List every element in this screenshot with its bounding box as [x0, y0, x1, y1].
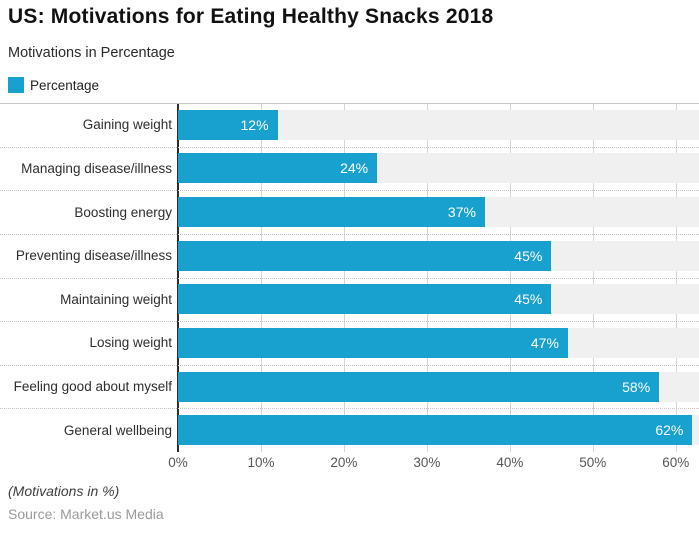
category-label-maintaining-weight: Maintaining weight [60, 291, 172, 307]
bar-managing-disease-illness: 24% [178, 153, 378, 184]
bar-general-wellbeing: 62% [178, 415, 693, 446]
bar-boosting-energy: 37% [178, 197, 485, 228]
row-separator [0, 190, 699, 192]
row-separator [0, 146, 699, 148]
row-separator [0, 364, 699, 366]
bar-gaining-weight: 12% [178, 109, 278, 140]
category-labels-column: Gaining weight Managing disease/illness Bo… [0, 103, 172, 452]
row-separator [0, 408, 699, 410]
category-label-general-wellbeing: General wellbeing [63, 422, 172, 438]
plot-top-border [0, 103, 699, 104]
bar-value-label: 45% [514, 291, 543, 308]
chart-title: US: Motivations for Eating Healthy Snack… [8, 5, 494, 28]
bar-value-label: 58% [622, 378, 651, 395]
bar-feeling-good-about-myself: 58% [178, 371, 660, 402]
category-label-gaining-weight: Gaining weight [82, 117, 172, 133]
row-separator [0, 233, 699, 235]
bar-preventing-disease-illness: 45% [178, 240, 552, 271]
x-tick-label: 50% [579, 455, 607, 470]
x-axis-labels: 0% 10% 20% 30% 40% 50% 60% [0, 452, 699, 472]
plot-area: 12% 24% 37% 45% 45% 47% 58% 62% [177, 103, 699, 452]
category-label-feeling-good-about-myself: Feeling good about myself [13, 379, 172, 395]
bar-value-label: 45% [514, 247, 543, 264]
row-separator [0, 321, 699, 323]
x-tick-label: 0% [168, 455, 188, 470]
legend: Percentage [8, 77, 99, 93]
category-label-boosting-energy: Boosting energy [74, 204, 172, 220]
x-tick-label: 60% [662, 455, 690, 470]
bar-value-label: 47% [530, 334, 559, 351]
category-label-losing-weight: Losing weight [89, 335, 172, 351]
category-label-preventing-disease-illness: Preventing disease/illness [15, 248, 172, 264]
legend-label: Percentage [30, 77, 100, 93]
source-attribution: Source: Market.us Media [8, 506, 164, 522]
bar-value-label: 12% [240, 116, 269, 133]
legend-swatch-icon [8, 77, 24, 93]
chart-subtitle: Motivations in Percentage [8, 45, 175, 61]
bar-chart: 12% 24% 37% 45% 45% 47% 58% 62% Gaining weight M… [0, 103, 699, 452]
bar-value-label: 37% [447, 204, 476, 221]
category-label-managing-disease-illness: Managing disease/illness [21, 160, 172, 176]
bar-value-label: 62% [655, 422, 684, 439]
bar-value-label: 24% [340, 160, 369, 177]
x-tick-label: 10% [247, 455, 275, 470]
chart-footnote: (Motivations in %) [8, 483, 120, 499]
x-tick-label: 40% [496, 455, 524, 470]
bar-losing-weight: 47% [178, 327, 568, 358]
bar-maintaining-weight: 45% [178, 284, 552, 315]
x-tick-label: 20% [330, 455, 358, 470]
row-separator [0, 277, 699, 279]
x-tick-label: 30% [413, 455, 441, 470]
